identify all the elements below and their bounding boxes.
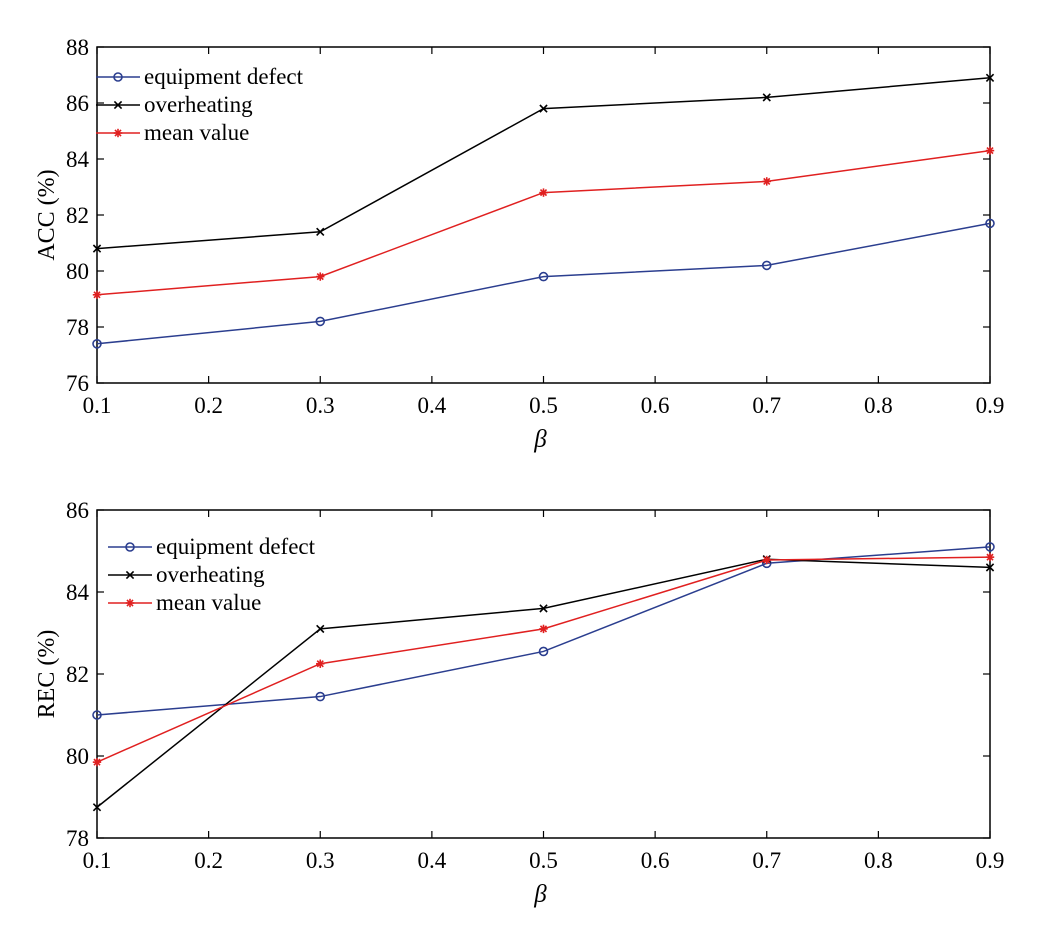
- rec-legend-overheating-label: overheating: [156, 562, 265, 587]
- acc-overheating-point: [762, 93, 771, 102]
- rec-mean-value-line: [96, 556, 991, 763]
- rec-overheating-point: [316, 624, 325, 634]
- acc-legend-equipment-defect-label: equipment defect: [144, 64, 304, 89]
- acc-mean-value-point: [985, 146, 995, 155]
- acc-overheating-point: [316, 227, 325, 236]
- acc-y-tick-label: 86: [66, 91, 89, 116]
- acc-y-tick-label: 84: [66, 147, 90, 172]
- acc-equipment-defect-point: [761, 260, 772, 271]
- acc-equipment-defect-point: [985, 218, 995, 229]
- rec-x-tick-label: 0.3: [306, 848, 335, 873]
- acc-mean-value-point: [92, 290, 102, 299]
- rec-equipment-defect-point: [985, 542, 995, 552]
- acc-x-tick-label: 0.4: [418, 393, 447, 418]
- acc-legend-equipment-defect-marker: [113, 72, 123, 82]
- rec-y-tick-label: 86: [66, 498, 89, 523]
- rec-legend-mean-value-marker: [125, 598, 135, 608]
- acc-x-tick-label: 0.5: [529, 393, 558, 418]
- acc-overheating-point: [985, 73, 995, 82]
- rec-y-axis-label: REC (%): [34, 630, 60, 719]
- acc-overheating-point: [539, 104, 548, 113]
- rec-x-tick-label: 0.4: [418, 848, 447, 873]
- acc-x-tick-label: 0.6: [641, 393, 670, 418]
- acc-legend-overheating-marker: [113, 100, 123, 110]
- acc-x-tick-label: 0.9: [976, 393, 1005, 418]
- rec-x-tick-label: 0.5: [529, 848, 558, 873]
- rec-mean-value-point: [92, 757, 102, 767]
- rec-mean-value-point: [985, 552, 995, 562]
- rec-legend-overheating-marker: [125, 570, 135, 580]
- rec-x-tick-label: 0.7: [752, 848, 781, 873]
- rec-legend-equipment-defect-label: equipment defect: [156, 534, 316, 559]
- rec-y-tick-label: 82: [66, 662, 89, 687]
- acc-equipment-defect-point: [538, 271, 549, 282]
- rec-x-tick-label: 0.8: [864, 848, 893, 873]
- rec-y-tick-label: 80: [66, 744, 89, 769]
- acc-mean-value-point: [316, 272, 325, 281]
- acc-chart-panel: 0.1 0.2 0.3 0.4 0.5 0.6 0.7 0.8 0.9 76 78 80 82 84 86 8…: [34, 35, 1004, 453]
- acc-y-tick-label: 78: [66, 315, 89, 340]
- acc-mean-value-point: [539, 188, 548, 197]
- rec-legend-equipment-defect-marker: [125, 542, 135, 552]
- acc-y-tick-label: 88: [66, 35, 89, 60]
- acc-y-tick-label: 76: [66, 371, 89, 396]
- rec-equipment-defect-line: [96, 546, 991, 716]
- rec-y-tick-label: 84: [66, 580, 90, 605]
- acc-equipment-defect-line: [96, 222, 991, 345]
- rec-x-tick-label: 0.9: [976, 848, 1005, 873]
- acc-y-axis-label: ACC (%): [34, 169, 60, 260]
- rec-x-axis-label: β: [533, 881, 547, 908]
- rec-x-tick-label: 0.2: [194, 848, 223, 873]
- acc-legend-mean-value-marker: [113, 128, 123, 138]
- rec-overheating-point: [539, 604, 548, 613]
- rec-overheating-point: [92, 803, 102, 812]
- acc-x-tick-label: 0.1: [83, 393, 112, 418]
- acc-x-tick-label: 0.2: [194, 393, 223, 418]
- acc-y-tick-label: 82: [66, 203, 89, 228]
- acc-x-tick-label: 0.7: [752, 393, 781, 418]
- acc-x-axis-label: β: [533, 426, 547, 453]
- acc-x-tick-label: 0.3: [306, 393, 335, 418]
- rec-equipment-defect-point: [315, 691, 326, 702]
- rec-mean-value-point: [316, 659, 325, 668]
- rec-x-tick-label: 0.6: [641, 848, 670, 873]
- acc-overheating-point: [92, 244, 102, 253]
- rec-mean-value-point: [539, 624, 548, 634]
- rec-legend-mean-value-label: mean value: [156, 590, 261, 615]
- acc-x-tick-label: 0.8: [864, 393, 893, 418]
- rec-mean-value-point: [762, 555, 771, 565]
- acc-y-tick-label: 80: [66, 259, 89, 284]
- acc-mean-value-point: [762, 177, 771, 186]
- acc-equipment-defect-point: [92, 338, 102, 349]
- rec-equipment-defect-point: [538, 646, 549, 657]
- rec-equipment-defect-point: [92, 710, 102, 720]
- rec-overheating-point: [985, 563, 995, 572]
- rec-x-tick-label: 0.1: [83, 848, 112, 873]
- rec-y-tick-label: 78: [66, 826, 89, 851]
- rec-chart-panel: 0.1 0.2 0.3 0.4 0.5 0.6 0.7 0.8 0.9 78 80 82 84 86 β RE…: [34, 498, 1004, 908]
- acc-legend-overheating-label: overheating: [144, 92, 253, 117]
- acc-legend-mean-value-label: mean value: [144, 120, 249, 145]
- acc-equipment-defect-point: [315, 316, 326, 327]
